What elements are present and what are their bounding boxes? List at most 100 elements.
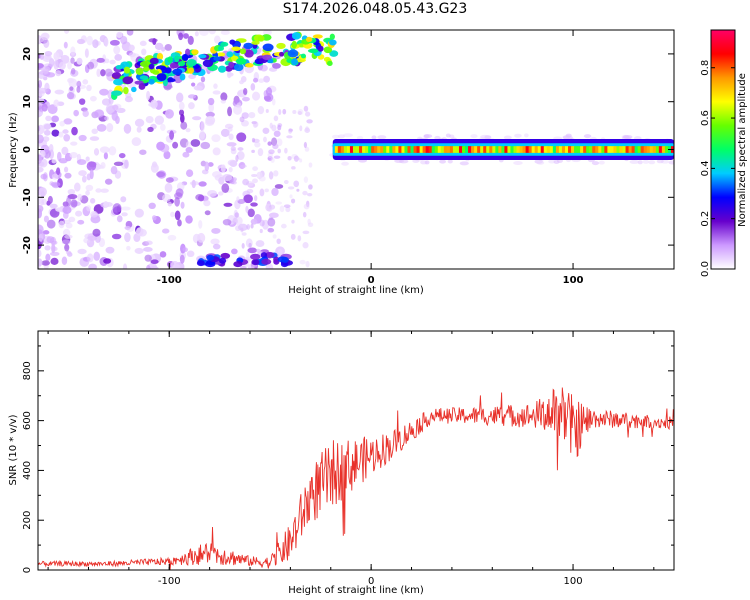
heat-blob xyxy=(85,190,90,196)
heat-blob xyxy=(53,99,60,108)
carrier-cell xyxy=(655,146,660,153)
heat-blob xyxy=(109,39,120,46)
carrier-cell xyxy=(480,146,485,153)
heat-blob xyxy=(101,98,111,106)
heat-blob xyxy=(139,60,151,68)
heat-blob xyxy=(123,66,131,74)
heat-blob xyxy=(236,102,242,109)
heat-blob xyxy=(243,194,253,204)
heat-blob xyxy=(111,72,122,80)
heat-blob xyxy=(230,146,236,151)
heat-blob xyxy=(89,95,97,102)
heat-blob xyxy=(38,154,43,165)
heat-blob xyxy=(420,160,428,165)
heat-blob xyxy=(300,53,307,59)
heat-blob xyxy=(38,63,44,69)
carrier-cell xyxy=(561,146,566,153)
heat-blob xyxy=(88,161,97,168)
colorbar-tick-label: 0.8 xyxy=(700,60,711,76)
carrier-cell xyxy=(634,146,639,153)
heat-blob xyxy=(302,242,309,249)
heat-blob xyxy=(44,51,53,57)
carrier-cell xyxy=(625,146,630,153)
carrier-cell xyxy=(628,146,633,153)
heat-blob xyxy=(76,159,87,165)
heat-blob xyxy=(63,134,71,142)
heat-blob xyxy=(124,232,131,243)
heat-blob xyxy=(227,106,233,117)
heat-blob xyxy=(287,155,292,161)
carrier-cell xyxy=(380,146,385,153)
carrier-cell xyxy=(549,146,554,153)
heat-blob xyxy=(279,51,285,57)
carrier-cell xyxy=(452,146,457,153)
heat-blob xyxy=(303,203,310,210)
carrier-cell xyxy=(546,146,551,153)
heat-blob xyxy=(100,162,106,169)
heat-blob xyxy=(237,91,242,97)
heat-blob xyxy=(162,193,171,203)
heat-blob xyxy=(236,196,240,202)
heat-blob xyxy=(38,70,49,75)
heat-blob xyxy=(39,53,44,60)
carrier-cell xyxy=(643,146,648,153)
heat-blob xyxy=(212,147,221,156)
heat-blob xyxy=(110,165,118,175)
heat-blob xyxy=(104,68,113,77)
heat-blob xyxy=(186,250,195,258)
heat-blob xyxy=(51,115,59,123)
heat-blob xyxy=(185,215,193,224)
heat-blob xyxy=(70,57,75,64)
carrier-cell xyxy=(398,146,403,153)
heat-blob xyxy=(204,161,210,172)
heat-blob xyxy=(145,264,151,269)
heat-blob xyxy=(290,233,296,240)
carrier-cell xyxy=(631,146,636,153)
heat-blob xyxy=(131,137,142,146)
heat-blob xyxy=(51,129,60,137)
carrier-cell xyxy=(383,146,388,153)
heat-blob xyxy=(69,151,78,159)
heat-blob xyxy=(226,51,234,58)
heat-blob xyxy=(174,55,180,63)
heat-blob xyxy=(235,57,247,65)
heat-blob xyxy=(106,123,114,133)
heat-blob xyxy=(257,106,265,115)
heat-blob xyxy=(213,56,221,61)
heat-blob xyxy=(185,147,193,153)
heat-blob xyxy=(284,147,288,154)
y-tick-label: 400 xyxy=(22,461,33,480)
heat-blob xyxy=(269,122,273,129)
heat-blob xyxy=(290,198,296,204)
heat-blob xyxy=(276,42,286,50)
heat-blob xyxy=(297,111,303,115)
heat-blob xyxy=(276,138,283,147)
heat-blob xyxy=(211,227,221,234)
heat-blob xyxy=(185,48,191,56)
heat-blob xyxy=(210,238,220,245)
carrier-cell xyxy=(437,146,442,153)
heat-blob xyxy=(459,161,469,166)
heat-blob xyxy=(179,254,185,264)
heat-blob xyxy=(206,254,215,261)
heat-blob xyxy=(191,49,199,55)
heat-blob xyxy=(236,132,247,142)
heat-blob xyxy=(226,71,232,79)
heat-blob xyxy=(123,123,132,134)
heat-blob xyxy=(305,126,309,131)
heat-blob xyxy=(71,126,78,136)
heat-blob xyxy=(61,146,69,155)
heat-blob xyxy=(258,78,265,83)
heat-blob xyxy=(598,160,605,165)
heat-blob xyxy=(264,188,270,193)
heat-blob xyxy=(275,201,283,205)
carrier-cell xyxy=(340,146,345,153)
x-tick-label: 100 xyxy=(563,275,584,286)
carrier-cell xyxy=(365,146,370,153)
heat-blob xyxy=(235,225,242,232)
carrier-cell xyxy=(537,146,542,153)
heat-blob xyxy=(257,35,265,42)
heat-blob xyxy=(242,178,249,186)
carrier-cell xyxy=(583,146,588,153)
heat-blob xyxy=(287,49,299,58)
